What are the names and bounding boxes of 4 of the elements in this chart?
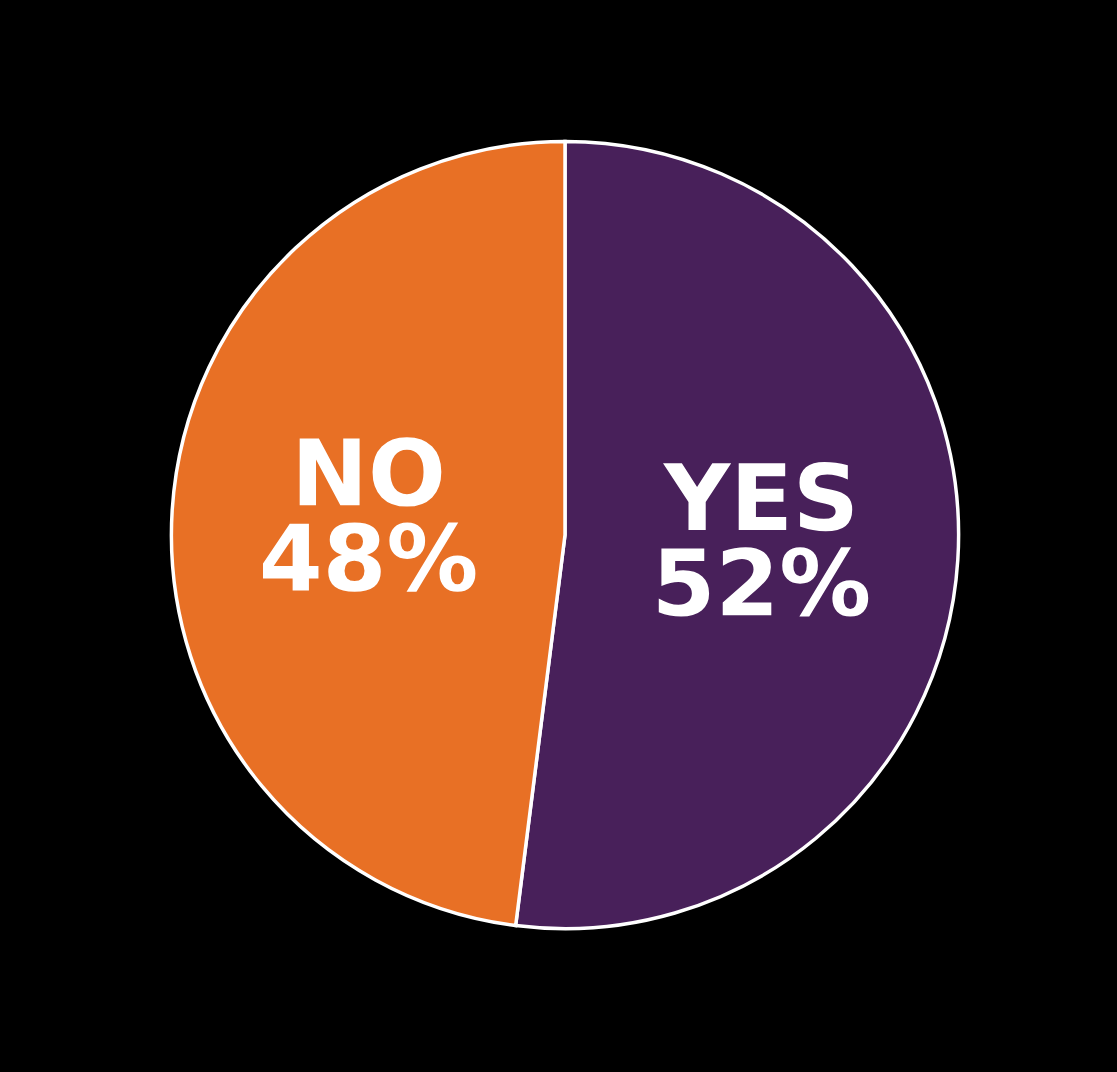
data-label: 52% <box>658 547 869 617</box>
slice-label: YES <box>663 462 853 532</box>
data-label: 48% <box>263 522 476 592</box>
slice-label: NO <box>299 437 442 507</box>
